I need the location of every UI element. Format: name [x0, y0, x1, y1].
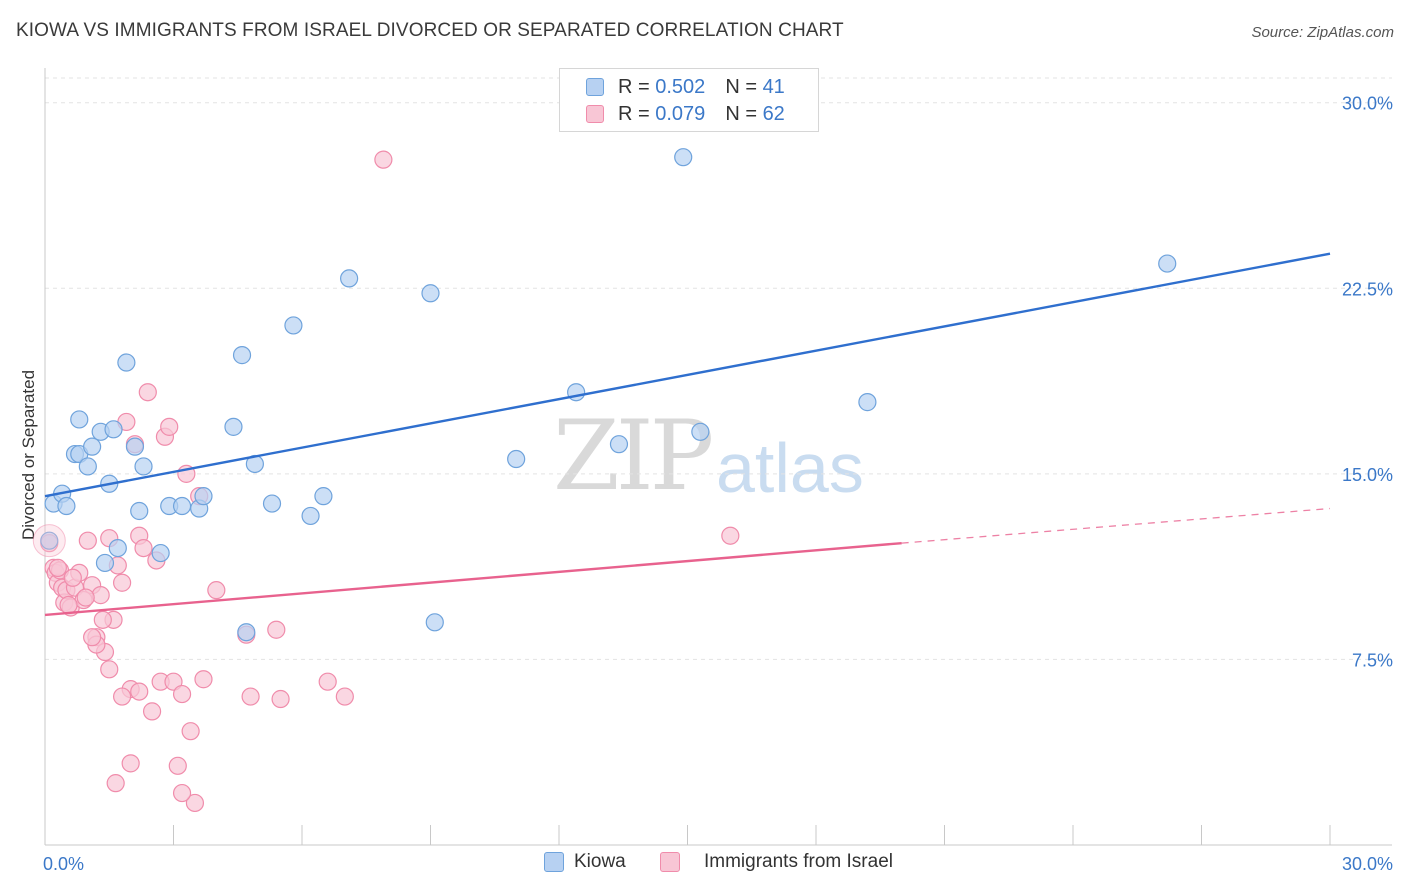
kiowa-point	[237, 623, 256, 642]
israel-point	[185, 793, 205, 813]
kiowa-point	[134, 457, 153, 476]
legend-swatch-pink	[586, 105, 604, 123]
kiowa-point	[151, 543, 170, 563]
israel-point	[374, 150, 393, 169]
kiowa-point	[674, 148, 693, 167]
bottom-legend-swatch-blue	[544, 852, 564, 872]
kiowa-point	[425, 613, 444, 632]
kiowa-point	[194, 487, 213, 506]
bottom-legend-label: Immigrants from Israel	[704, 851, 893, 872]
kiowa-point	[117, 353, 136, 372]
israel-point	[91, 586, 110, 605]
kiowa-point	[57, 496, 76, 516]
kiowa-point	[70, 410, 89, 429]
x-tick-label: 30.0%	[1342, 854, 1393, 874]
kiowa-point	[108, 538, 127, 558]
legend-r-value: 0.502	[655, 75, 706, 98]
correlation-legend: R = 0.502 N = 41 R = 0.079 N = 62	[559, 68, 819, 132]
israel-point	[63, 568, 82, 587]
israel-point	[164, 672, 183, 691]
y-tick-label: 15.0%	[1342, 465, 1393, 485]
kiowa-trend-line	[44, 252, 1331, 498]
israel-point	[267, 620, 286, 639]
legend-row-israel: R = 0.079 N = 62	[586, 101, 785, 127]
israel-point	[721, 526, 740, 545]
kiowa-point	[301, 506, 320, 526]
kiowa-point	[83, 437, 102, 456]
bottom-legend-swatch-pink	[660, 852, 680, 872]
kiowa-point	[130, 501, 149, 521]
kiowa-point	[224, 417, 243, 436]
x-tick-label: 0.0%	[43, 854, 84, 874]
y-tick-label: 22.5%	[1342, 279, 1393, 299]
kiowa-point	[172, 496, 192, 516]
israel-point	[207, 581, 226, 600]
legend-row-kiowa: R = 0.502 N = 41	[586, 74, 785, 100]
kiowa-point	[314, 487, 333, 506]
israel-point	[130, 682, 149, 701]
kiowa-point	[104, 420, 123, 439]
israel-point	[76, 588, 95, 607]
kiowa-point	[284, 316, 303, 335]
kiowa-point	[262, 494, 282, 513]
israel-point	[138, 383, 157, 402]
israel-point	[172, 783, 192, 803]
legend-r-label: R =	[618, 75, 656, 98]
legend-n-label: N =	[725, 102, 763, 125]
kiowa-point	[40, 531, 59, 550]
kiowa-point	[609, 435, 629, 454]
kiowa-point	[691, 422, 710, 441]
kiowa-point	[507, 449, 526, 469]
israel-point	[59, 595, 78, 615]
kiowa-point	[232, 346, 252, 365]
legend-r-value: 0.079	[655, 102, 706, 125]
israel-trend-line	[901, 507, 1331, 544]
israel-point	[121, 754, 140, 773]
bottom-legend-israel: Immigrants from Israel	[660, 851, 893, 873]
bottom-legend-label: Kiowa	[574, 851, 626, 872]
y-tick-label: 30.0%	[1342, 94, 1393, 114]
legend-n-label: N =	[725, 75, 763, 98]
israel-point	[181, 722, 200, 741]
israel-point	[271, 689, 290, 709]
israel-point	[318, 672, 337, 691]
kiowa-point	[125, 437, 145, 456]
bottom-legend-kiowa: Kiowa	[544, 851, 626, 873]
israel-point	[112, 573, 132, 592]
israel-trend-line	[44, 541, 902, 617]
israel-point	[78, 531, 97, 550]
kiowa-point	[78, 457, 97, 476]
israel-point	[160, 417, 179, 436]
israel-point	[241, 687, 260, 706]
israel-point	[335, 687, 354, 706]
kiowa-point	[95, 553, 115, 573]
israel-point	[48, 558, 67, 577]
kiowa-point	[1158, 254, 1177, 273]
kiowa-point	[421, 284, 440, 303]
kiowa-point	[858, 393, 877, 412]
y-tick-label: 7.5%	[1352, 650, 1393, 670]
israel-point	[83, 628, 102, 647]
israel-point	[32, 524, 66, 558]
israel-point	[112, 687, 132, 706]
source-credit: Source: ZipAtlas.com	[1251, 24, 1394, 41]
chart-title: KIOWA VS IMMIGRANTS FROM ISRAEL DIVORCED…	[16, 20, 844, 41]
israel-point	[93, 610, 112, 629]
kiowa-point	[340, 269, 359, 288]
israel-point	[172, 684, 192, 704]
legend-n-value: 41	[762, 75, 785, 98]
legend-swatch-blue	[586, 78, 604, 96]
watermark-zip: ZIP	[553, 400, 714, 512]
legend-r-label: R =	[618, 102, 656, 125]
israel-point	[194, 670, 213, 689]
israel-point	[134, 538, 153, 558]
israel-point	[168, 756, 187, 775]
israel-point	[106, 774, 125, 793]
israel-point	[100, 660, 119, 679]
watermark-atlas: atlas	[716, 429, 864, 507]
legend-n-value: 62	[762, 102, 785, 125]
israel-point	[142, 702, 162, 721]
